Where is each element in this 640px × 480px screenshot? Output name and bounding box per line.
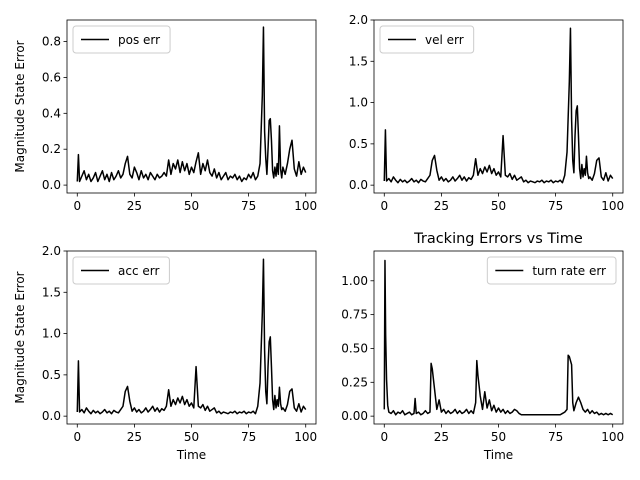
y-tick-label: 0.6 [42,70,61,84]
y-tick-label: 0.2 [42,142,61,156]
x-tick-label: 50 [184,430,199,444]
x-tick-label: 100 [294,199,317,213]
y-tick-label: 0.4 [42,106,61,120]
y-tick-label: 1.5 [42,285,61,299]
x-tick-label: 50 [491,199,506,213]
y-tick-label: 0.8 [42,35,61,49]
legend-box [72,256,170,285]
legend: vel err [379,25,475,54]
legend-label: acc err [118,264,159,278]
legend-label: pos err [118,33,160,47]
series-line [383,259,614,416]
y-tick-label: 0.5 [349,137,368,151]
legend-label: turn rate err [532,264,606,278]
subplot-pos-err: 0 25 50 75 100 0.0 0.2 0.4 0.6 0.8 Magnitude Stat… [13,19,317,213]
subplot-title: Tracking Errors vs Time [413,231,583,247]
x-tick-label: 75 [241,199,256,213]
x-axis-label: Time [176,448,206,462]
y-tick-label: 0.25 [341,375,368,389]
subplot-turn-rate-err: 0 25 50 75 100 0.00 0.25 0.50 0.75 1.00 Tracking E… [341,231,624,462]
legend: acc err [72,256,170,285]
y-tick-label: 0.50 [341,341,368,355]
y-tick-label: 0.5 [42,368,61,382]
x-tick-label: 50 [491,430,506,444]
y-tick-label: 1.5 [349,54,368,68]
legend: pos err [72,25,171,54]
series-line [76,26,307,183]
x-tick-label: 50 [184,199,199,213]
y-tick-label: 2.0 [349,13,368,27]
x-tick-label: 25 [434,199,449,213]
y-axis-label: Magnitude State Error [13,271,27,403]
y-tick-label: 1.0 [349,96,368,110]
legend-label: vel err [425,33,464,47]
x-tick-label: 0 [380,199,388,213]
series-line [76,258,307,415]
subplot-acc-err: 0 25 50 75 100 0.0 0.5 1.0 1.5 2.0 Time Magnitude… [13,244,317,462]
x-axis-label: Time [483,448,513,462]
x-tick-label: 75 [241,430,256,444]
legend-box [379,25,475,54]
y-axis-label: Magnitude State Error [13,40,27,172]
legend: turn rate err [486,256,617,285]
x-tick-label: 0 [73,199,81,213]
y-tick-label: 0.00 [341,409,368,423]
subplot-vel-err: 0 25 50 75 100 0.0 0.5 1.0 1.5 2.0 vel err [349,13,624,213]
y-tick-label: 0.75 [341,308,368,322]
y-tick-label: 0.0 [349,178,368,192]
x-tick-label: 0 [380,430,388,444]
x-tick-label: 100 [294,430,317,444]
x-tick-label: 25 [127,430,142,444]
x-tick-label: 0 [73,430,81,444]
y-tick-label: 1.00 [341,274,368,288]
y-tick-label: 0.0 [42,409,61,423]
x-tick-label: 75 [548,199,563,213]
x-tick-label: 75 [548,430,563,444]
x-tick-label: 25 [127,199,142,213]
legend-box [486,256,617,285]
x-tick-label: 100 [601,199,624,213]
x-tick-label: 25 [434,430,449,444]
y-tick-label: 1.0 [42,327,61,341]
legend-box [72,25,171,54]
y-tick-label: 0.0 [42,178,61,192]
y-tick-label: 2.0 [42,244,61,258]
series-line [383,27,614,184]
x-tick-label: 100 [601,430,624,444]
